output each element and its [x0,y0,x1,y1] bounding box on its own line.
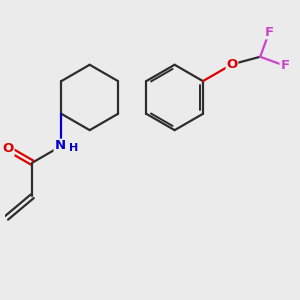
Text: O: O [226,58,238,71]
Text: H: H [69,143,78,153]
Text: O: O [3,142,14,155]
Text: F: F [265,26,274,39]
Text: N: N [54,140,65,152]
Text: F: F [280,59,289,72]
